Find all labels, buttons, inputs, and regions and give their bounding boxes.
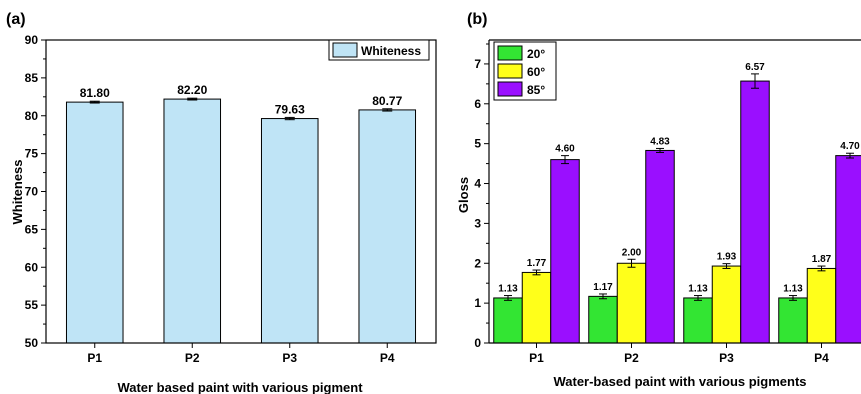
y-tick-label-b-3: 3 [474, 216, 481, 230]
value-label-p3: 79.63 [275, 102, 305, 116]
y-tick-label-b-1: 1 [474, 296, 481, 310]
y-tick-label-b-4: 4 [474, 177, 481, 191]
x-tick-label-b-p2: P2 [624, 351, 639, 365]
value-label-p3-20deg: 1.13 [688, 284, 708, 295]
bar-p3-85deg [740, 80, 770, 344]
panel-b-gloss-chart: (b) Gloss Water-based paint with various… [456, 11, 861, 389]
value-label-p2-20deg: 1.17 [593, 282, 613, 293]
value-label-p1-20deg: 1.13 [498, 284, 518, 295]
y-tick-label-b-6: 6 [474, 97, 481, 111]
legend-swatch-85deg [497, 81, 523, 97]
bar-p4-85deg [835, 155, 861, 344]
legend-label-20deg: 20° [527, 47, 545, 61]
bar-p1-20deg [493, 297, 523, 344]
bar-whiteness-p2 [163, 98, 222, 344]
x-axis-label-a: Water based paint with various pigment [117, 380, 363, 394]
bar-p3-20deg [683, 297, 713, 344]
legend-label-60deg: 60° [527, 65, 545, 79]
value-label-p4-20deg: 1.13 [783, 284, 803, 295]
value-label-p2-60deg: 2.00 [622, 247, 642, 258]
bar-p3-60deg [711, 265, 742, 344]
value-label-p2: 82.20 [177, 83, 207, 97]
x-tick-label-p4: P4 [380, 351, 395, 365]
y-tick-label-a-85: 85 [25, 71, 39, 85]
bar-p2-20deg [588, 295, 618, 344]
y-tick-label-b-2: 2 [474, 256, 481, 270]
value-label-p1: 81.80 [80, 86, 110, 100]
value-label-p3-85deg: 6.57 [745, 62, 765, 73]
y-tick-label-a-80: 80 [25, 109, 39, 123]
bar-p4-60deg [806, 267, 837, 344]
x-tick-label-p2: P2 [185, 351, 200, 365]
legend-label-whiteness: Whiteness [361, 44, 421, 58]
value-label-p1-85deg: 4.60 [555, 144, 575, 155]
value-label-p4: 80.77 [372, 94, 402, 108]
panel-label-a: (a) [6, 11, 26, 28]
legend-label-85deg: 85° [527, 83, 545, 97]
y-tick-label-a-70: 70 [25, 185, 39, 199]
x-tick-label-b-p3: P3 [719, 351, 734, 365]
legend-swatch-20deg [497, 45, 523, 61]
y-tick-label-b-5: 5 [474, 137, 481, 151]
legend-swatch-60deg [497, 63, 523, 79]
y-tick-label-a-75: 75 [25, 147, 39, 161]
y-tick-label-a-65: 65 [25, 222, 39, 236]
y-tick-label-a-50: 50 [25, 336, 39, 350]
legend-b: 20° 60° 85° [493, 41, 557, 101]
legend-a: Whiteness [328, 39, 430, 61]
value-label-p3-60deg: 1.93 [717, 252, 737, 263]
bar-p4-20deg [778, 297, 808, 344]
bar-whiteness-p3 [260, 118, 319, 344]
bar-p2-85deg [645, 149, 675, 344]
bar-whiteness-p1 [65, 101, 124, 344]
y-tick-label-a-55: 55 [25, 298, 39, 312]
y-tick-label-a-90: 90 [25, 33, 39, 47]
value-label-p4-60deg: 1.87 [812, 254, 832, 265]
x-tick-label-b-p1: P1 [529, 351, 544, 365]
y-tick-label-b-0: 0 [474, 336, 481, 350]
y-axis-label-a: Whiteness [10, 159, 25, 224]
value-label-p4-85deg: 4.70 [840, 141, 860, 152]
x-tick-label-b-p4: P4 [814, 351, 829, 365]
bar-p2-60deg [616, 262, 647, 344]
value-label-p1-60deg: 1.77 [527, 258, 547, 269]
value-label-p2-85deg: 4.83 [650, 136, 670, 147]
bar-p1-60deg [521, 271, 552, 344]
x-tick-label-p1: P1 [87, 351, 102, 365]
panel-a-whiteness-chart: (a) Whiteness Water based paint with var… [6, 11, 437, 394]
panel-label-b: (b) [467, 11, 487, 28]
y-tick-label-a-60: 60 [25, 260, 39, 274]
bar-p1-85deg [550, 159, 580, 344]
x-axis-label-b: Water-based paint with various pigments [553, 374, 806, 389]
y-tick-label-b-7: 7 [474, 57, 481, 71]
y-axis-label-b: Gloss [456, 177, 471, 213]
legend-swatch-whiteness [332, 42, 358, 58]
x-tick-label-p3: P3 [282, 351, 297, 365]
bar-whiteness-p4 [358, 109, 417, 344]
